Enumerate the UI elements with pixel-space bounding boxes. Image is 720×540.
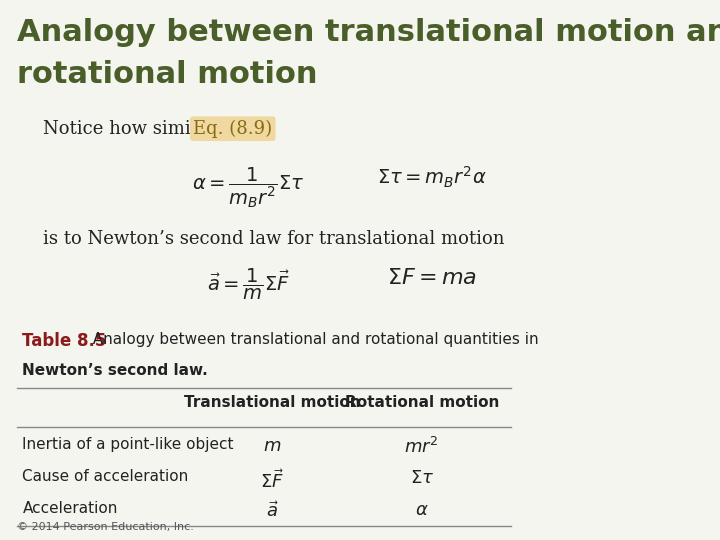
Text: rotational motion: rotational motion: [17, 60, 318, 90]
Text: Cause of acceleration: Cause of acceleration: [22, 469, 189, 484]
Text: $\vec{a} = \dfrac{1}{m}\Sigma\vec{F}$: $\vec{a} = \dfrac{1}{m}\Sigma\vec{F}$: [207, 267, 290, 302]
Text: $\Sigma\vec{F}$: $\Sigma\vec{F}$: [260, 469, 284, 491]
Text: $\Sigma\tau = m_B r^2\alpha$: $\Sigma\tau = m_B r^2\alpha$: [377, 165, 487, 191]
Text: Inertia of a point-like object: Inertia of a point-like object: [22, 436, 234, 451]
Text: Translational motion: Translational motion: [184, 395, 360, 410]
Text: Eq. (8.9): Eq. (8.9): [193, 119, 272, 138]
Text: Acceleration: Acceleration: [22, 501, 118, 516]
Text: $\Sigma F = ma$: $\Sigma F = ma$: [387, 267, 477, 289]
Text: Table 8.5: Table 8.5: [22, 332, 107, 350]
Text: $\vec{a}$: $\vec{a}$: [266, 501, 279, 521]
Text: $\alpha$: $\alpha$: [415, 501, 428, 519]
Text: Analogy between translational motion and: Analogy between translational motion and: [17, 17, 720, 46]
Text: $\Sigma\tau$: $\Sigma\tau$: [410, 469, 434, 487]
Text: © 2014 Pearson Education, Inc.: © 2014 Pearson Education, Inc.: [17, 522, 194, 532]
Text: $\alpha = \dfrac{1}{m_B r^2}\Sigma\tau$: $\alpha = \dfrac{1}{m_B r^2}\Sigma\tau$: [192, 165, 305, 210]
Text: Rotational motion: Rotational motion: [345, 395, 499, 410]
Text: Analogy between translational and rotational quantities in: Analogy between translational and rotati…: [83, 332, 539, 347]
Text: Notice how similar: Notice how similar: [43, 119, 217, 138]
Text: is to Newton’s second law for translational motion: is to Newton’s second law for translatio…: [43, 230, 505, 248]
Text: $mr^2$: $mr^2$: [405, 436, 439, 457]
Text: Newton’s second law.: Newton’s second law.: [22, 363, 208, 378]
Text: $m$: $m$: [263, 436, 282, 455]
